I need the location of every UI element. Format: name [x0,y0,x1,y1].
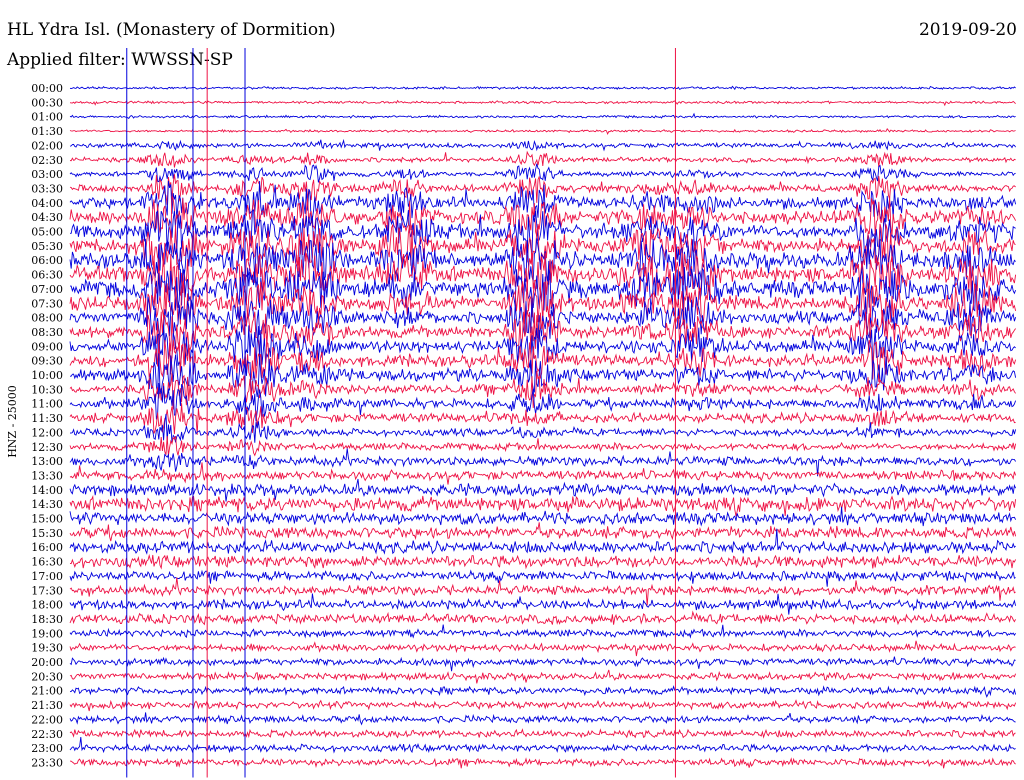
row-label: 01:30 [31,125,63,138]
trace-row [69,174,1016,205]
trace-row [69,569,1016,587]
trace-row [69,413,1017,443]
row-label: 17:30 [31,584,63,597]
trace-row [69,138,1016,152]
trace-row [69,506,1017,527]
trace-row [69,339,1017,383]
trace-row [69,712,1016,726]
row-label: 16:30 [31,556,63,569]
trace-row [69,112,1016,120]
row-label: 07:00 [31,283,63,296]
row-label: 11:00 [31,398,63,411]
row-label: 03:00 [31,168,63,181]
row-label: 14:00 [31,484,63,497]
row-label: 22:00 [31,713,63,726]
row-label: 23:30 [31,756,63,769]
trace-row [69,577,1016,606]
trace-row [69,656,1016,672]
row-label: 15:00 [31,513,63,526]
trace-row [69,403,1016,435]
trace-row [69,238,1016,282]
row-label: 12:30 [31,441,63,454]
trace-row [69,370,1016,410]
trace-row [69,699,1017,712]
trace-row [69,669,1017,684]
row-label: 05:30 [31,240,63,253]
trace-row [69,736,1016,754]
row-label: 12:00 [31,426,63,439]
trace-row [69,382,1017,422]
trace-row [69,640,1016,657]
row-label: 02:30 [31,154,63,167]
trace-row [69,85,1016,91]
trace-row [69,478,1017,502]
row-label: 04:00 [31,197,63,210]
row-label: 07:30 [31,297,63,310]
trace-row [69,728,1016,739]
row-label: 06:30 [31,269,63,282]
row-label: 21:30 [31,699,63,712]
trace-row [69,99,1016,107]
trace-row [69,610,1016,626]
trace-row [69,127,1016,136]
row-label: 00:30 [31,96,63,109]
row-label: 02:00 [31,139,63,152]
row-label: 10:30 [31,383,63,396]
trace-row [70,353,1017,398]
row-label: 10:00 [31,369,63,382]
row-label: 08:00 [31,312,63,325]
trace-row [69,528,1016,555]
row-label: 18:00 [31,599,63,612]
trace-row [69,462,1017,485]
trace-row [69,553,1017,570]
trace-row [69,309,1016,354]
row-label: 18:30 [31,613,63,626]
row-label: 06:00 [31,254,63,267]
row-label: 19:30 [31,642,63,655]
trace-row [69,448,1016,477]
record-date: 2019-09-20 [918,20,1017,40]
row-label: 09:30 [31,355,63,368]
trace-row [69,252,1017,297]
row-label: 21:00 [31,685,63,698]
row-label: 15:30 [31,527,63,540]
row-label: 09:00 [31,340,63,353]
trace-row [69,296,1017,341]
row-label: 20:30 [31,670,63,683]
row-label: 16:00 [31,541,63,554]
row-label: 08:30 [31,326,63,339]
row-label: 11:30 [31,412,63,425]
row-label: 20:00 [31,656,63,669]
row-label: 00:00 [31,82,63,95]
trace-row [69,757,1016,769]
trace-row [69,522,1017,542]
row-label: 22:30 [31,728,63,741]
row-label: 17:00 [31,570,63,583]
filter-label: Applied filter: WWSSN-SP [7,50,233,70]
trace-row [69,624,1016,639]
trace-row [69,593,1017,615]
row-label: 03:30 [31,182,63,195]
trace-group [69,48,1017,778]
trace-row [70,209,1016,254]
row-label: 04:30 [31,211,63,224]
trace-row [69,435,1017,457]
trace-row [69,163,1016,183]
station-title: HL Ydra Isl. (Monastery of Dormition) [7,20,336,40]
row-label: 19:00 [31,627,63,640]
trace-row [69,324,1016,368]
trace-row [70,266,1017,312]
trace-row [69,150,1016,168]
trace-row [69,494,1017,517]
row-label: 23:00 [31,742,63,755]
trace-row [69,685,1017,698]
row-label: 13:00 [31,455,63,468]
row-label: 05:00 [31,226,63,239]
row-label: 14:30 [31,498,63,511]
row-label: 01:00 [31,111,63,124]
trace-row [69,195,1017,237]
row-label: 13:30 [31,469,63,482]
